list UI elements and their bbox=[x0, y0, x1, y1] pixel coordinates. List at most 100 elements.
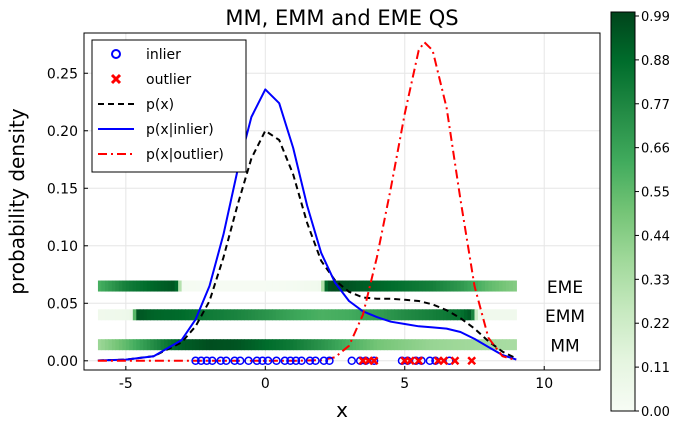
band-cell bbox=[164, 280, 169, 292]
x-axis: -5 0 5 10 bbox=[119, 366, 553, 392]
band-cell bbox=[181, 280, 186, 292]
inlier-point bbox=[297, 356, 306, 366]
band-cell bbox=[348, 280, 354, 292]
band-cell bbox=[125, 339, 130, 351]
band-cell bbox=[143, 339, 148, 351]
inlier-point bbox=[305, 356, 315, 366]
band-cell bbox=[206, 280, 211, 292]
band-cell bbox=[157, 339, 162, 351]
band-cell bbox=[422, 309, 427, 321]
band-cell bbox=[136, 309, 141, 321]
y-tick-label: 0.25 bbox=[47, 66, 78, 82]
band-cell bbox=[331, 309, 336, 321]
band-cell bbox=[352, 309, 357, 321]
outlier-point-stroke bbox=[369, 356, 379, 366]
band-cell bbox=[439, 280, 444, 292]
band-cell bbox=[153, 280, 158, 292]
band-cell bbox=[223, 339, 228, 351]
band-cell bbox=[432, 280, 437, 292]
band-cell bbox=[443, 280, 448, 292]
band-cell bbox=[192, 339, 197, 351]
inlier-point bbox=[216, 356, 225, 366]
band-cell bbox=[303, 309, 308, 321]
band-cell bbox=[216, 280, 221, 292]
band-cell bbox=[505, 309, 510, 321]
band-cell bbox=[397, 280, 402, 292]
band-cell bbox=[495, 339, 500, 351]
band-cell bbox=[366, 339, 371, 351]
band-cell bbox=[498, 339, 503, 351]
band-cell bbox=[219, 309, 225, 321]
band-cell bbox=[272, 309, 277, 321]
band-cell bbox=[457, 339, 462, 351]
band-cell bbox=[167, 309, 172, 321]
band-cell bbox=[261, 280, 266, 292]
band-cell bbox=[237, 280, 242, 292]
inlier-point bbox=[244, 356, 253, 366]
legend-label: p(x|outlier) bbox=[146, 147, 224, 163]
band-cell bbox=[233, 309, 239, 321]
outlier-point bbox=[467, 356, 477, 366]
band-cell bbox=[453, 339, 458, 351]
band-cell bbox=[202, 309, 207, 321]
band-cell bbox=[289, 309, 294, 321]
band-cell bbox=[104, 309, 110, 321]
colorbar-tick-label: 0.22 bbox=[641, 317, 670, 332]
band-cell bbox=[355, 280, 361, 292]
band-cell bbox=[394, 280, 399, 292]
band-cell bbox=[286, 339, 291, 351]
band-cell bbox=[498, 309, 503, 321]
band-cell bbox=[275, 280, 280, 292]
outlier-point-stroke bbox=[439, 356, 449, 366]
band-cell bbox=[509, 280, 514, 292]
band-cell bbox=[303, 280, 308, 292]
band-cell bbox=[321, 309, 326, 321]
band-cell bbox=[188, 339, 193, 351]
band-cell bbox=[296, 280, 301, 292]
colorbar-tick-label: 0.11 bbox=[641, 361, 670, 376]
band-cell bbox=[366, 309, 371, 321]
band-cell bbox=[247, 339, 252, 351]
outlier-point bbox=[450, 356, 460, 366]
band-cell bbox=[111, 339, 116, 351]
band-cell bbox=[446, 280, 451, 292]
band-cell bbox=[464, 280, 469, 292]
series-line-1 bbox=[97, 88, 517, 362]
band-cell bbox=[460, 339, 465, 351]
inlier-point bbox=[347, 356, 357, 366]
band-cell bbox=[279, 280, 284, 292]
band-cell bbox=[108, 280, 113, 292]
band-cell bbox=[314, 280, 319, 292]
band-cell bbox=[251, 280, 256, 292]
band-cell bbox=[115, 339, 120, 351]
band-cell bbox=[317, 309, 322, 321]
band-cell bbox=[199, 280, 204, 292]
band-cell bbox=[383, 280, 388, 292]
band-cell bbox=[146, 339, 151, 351]
band-cell bbox=[143, 280, 148, 292]
band-cell bbox=[331, 339, 336, 351]
band-cell bbox=[230, 339, 235, 351]
inlier-point bbox=[325, 356, 334, 366]
band-cell bbox=[418, 280, 423, 292]
band-cell bbox=[477, 309, 483, 321]
band-cell bbox=[397, 309, 402, 321]
legend-box bbox=[91, 39, 247, 173]
band-cell bbox=[132, 309, 137, 321]
band-cell bbox=[303, 339, 308, 351]
band-cell bbox=[101, 309, 106, 321]
band-cell bbox=[293, 339, 298, 351]
band-cell bbox=[188, 309, 193, 321]
band-cell bbox=[387, 280, 392, 292]
band-cell bbox=[450, 280, 455, 292]
band-cell bbox=[164, 339, 169, 351]
band-cell bbox=[97, 280, 103, 292]
y-axis: 0.00 0.05 0.10 0.15 0.20 0.25 bbox=[47, 66, 88, 370]
band-cell bbox=[244, 309, 249, 321]
band-cell bbox=[258, 280, 263, 292]
band-cell bbox=[387, 339, 392, 351]
band-cell bbox=[202, 339, 207, 351]
band-cell bbox=[230, 309, 235, 321]
y-tick-label: 0.05 bbox=[47, 296, 78, 312]
band-cell bbox=[425, 339, 430, 351]
